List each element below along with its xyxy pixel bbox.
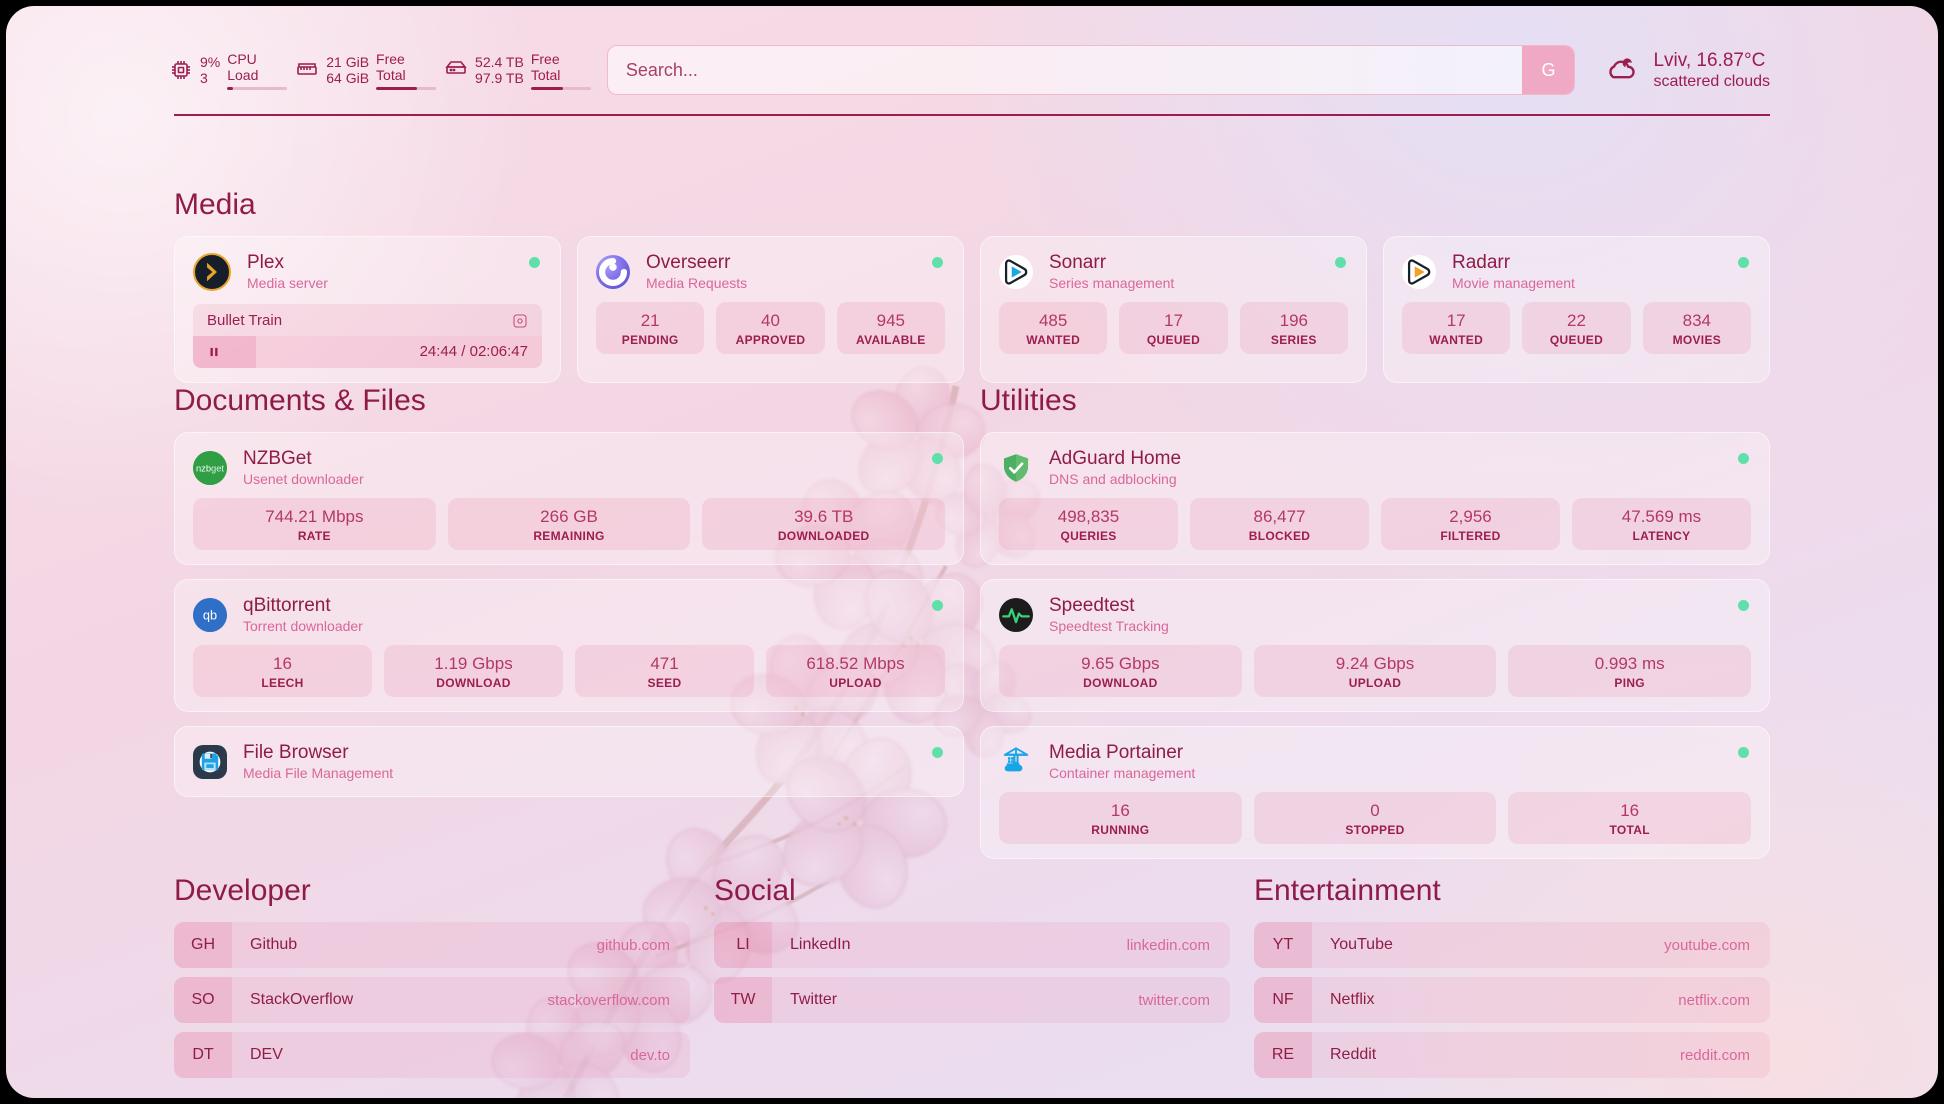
- svg-text:nzbget: nzbget: [196, 463, 224, 473]
- svg-text:qb: qb: [203, 607, 217, 622]
